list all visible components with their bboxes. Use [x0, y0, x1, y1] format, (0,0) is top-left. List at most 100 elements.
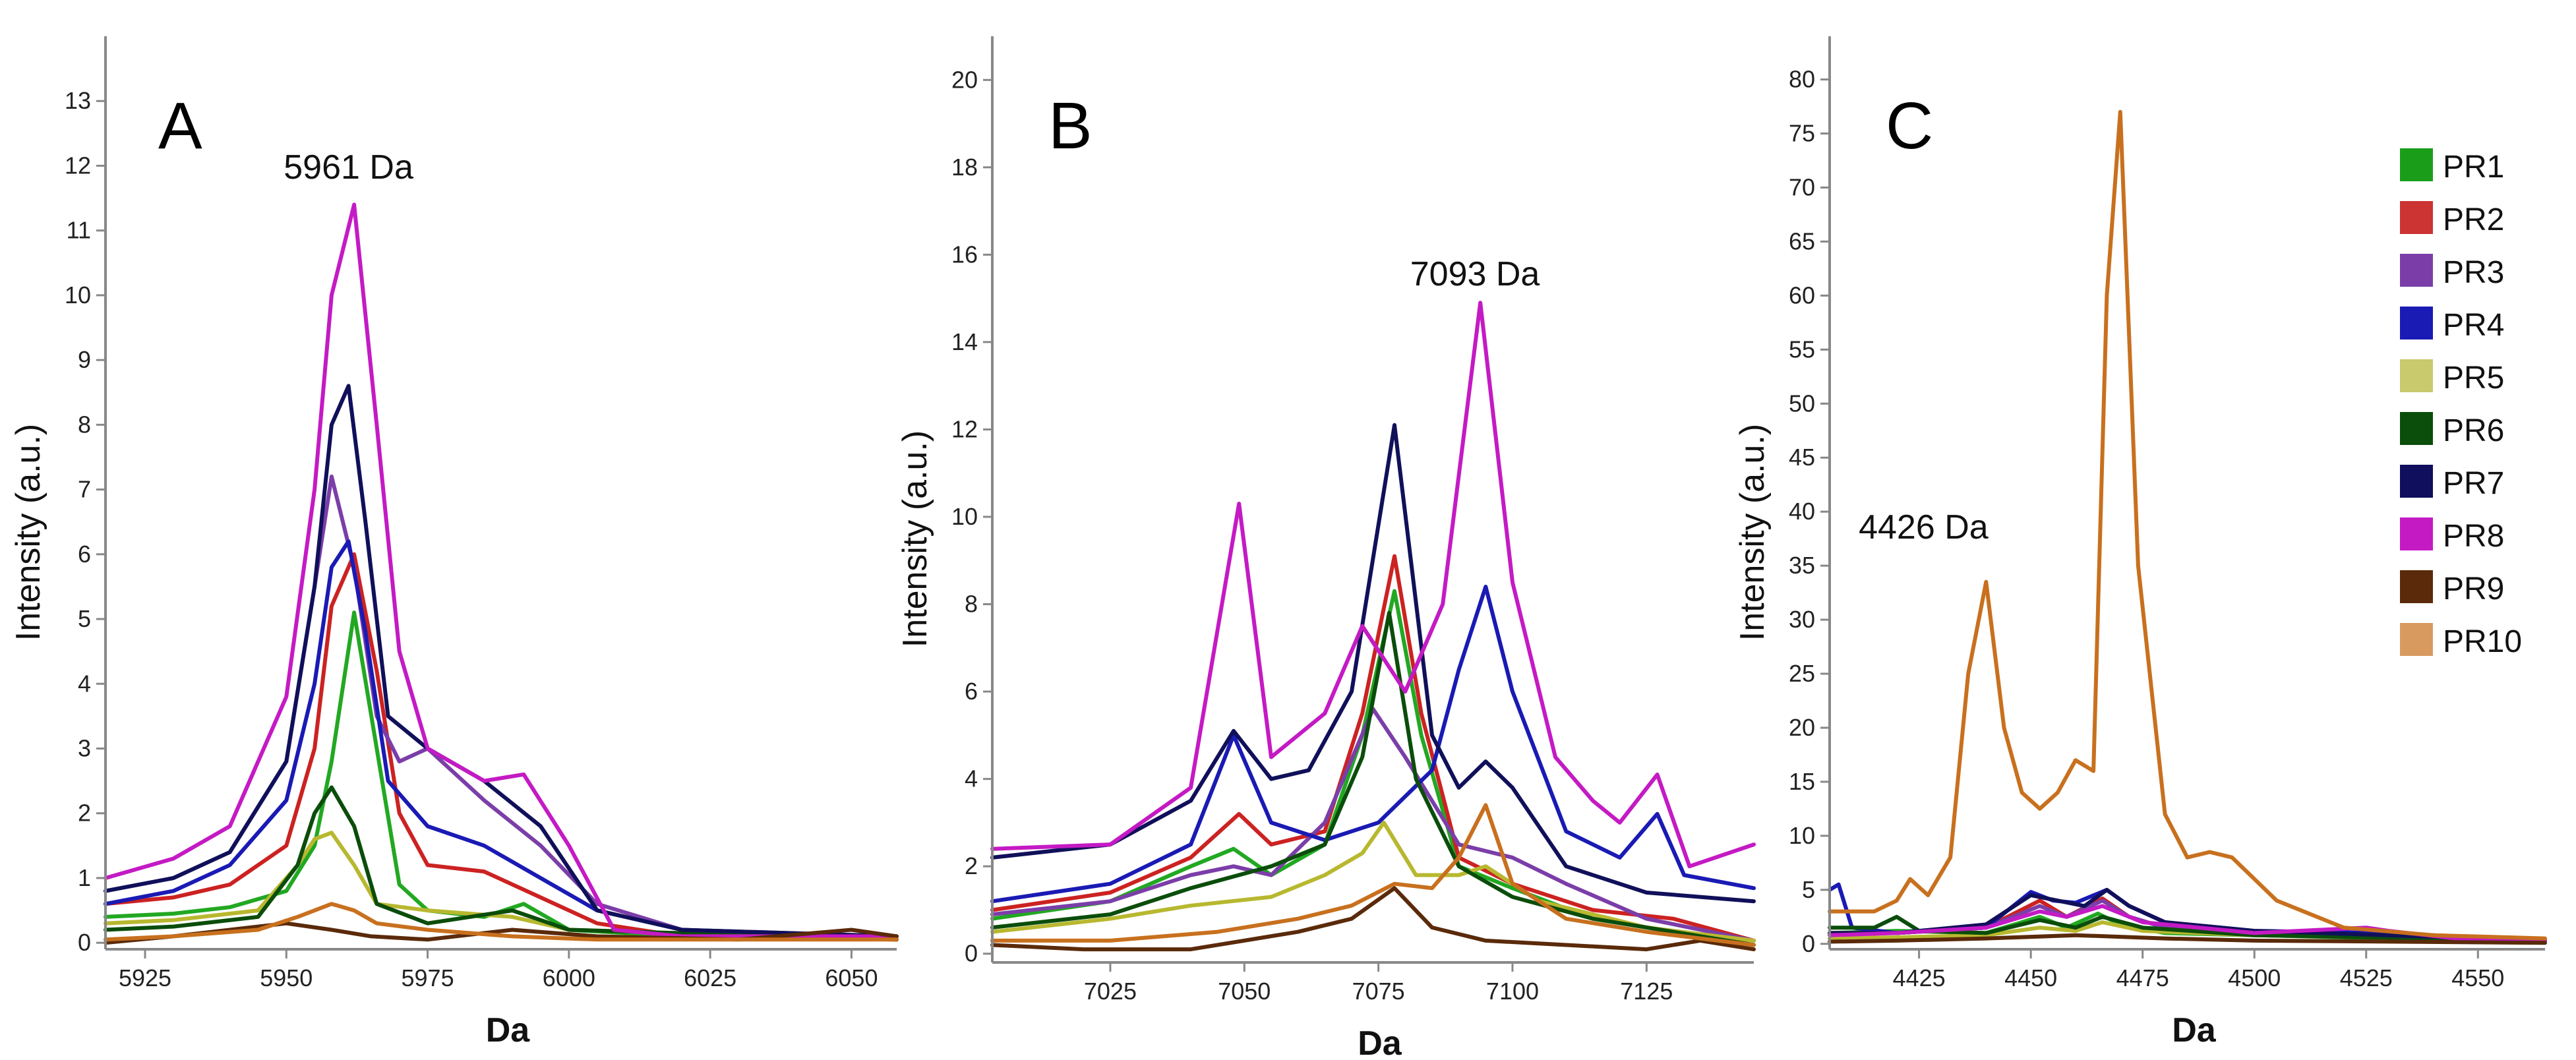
panel-b-y-tick-label: 12 [951, 415, 978, 442]
legend-swatch-pr1 [2400, 148, 2433, 181]
legend-label-pr1: PR1 [2443, 150, 2504, 185]
panel-a-y-tick-label: 9 [78, 346, 91, 373]
panel-b-series-pr2 [990, 554, 1756, 943]
panel-a-series-pr8 [104, 202, 899, 939]
legend-swatch-pr8 [2400, 517, 2433, 550]
panel-b-y-tick-label: 18 [951, 154, 978, 181]
panel-c-series-pr10 [1828, 109, 2547, 941]
panel-b-y-tick-label: 10 [951, 503, 978, 530]
panel-a-y-tick-label: 7 [78, 476, 91, 503]
panel-b-x-tick-label: 7025 [1084, 978, 1137, 1005]
panel-a-x-tick-label: 5975 [402, 964, 454, 991]
panel-a-y-axis-label: Intensity (a.u.) [9, 424, 47, 641]
legend-label-pr2: PR2 [2443, 202, 2504, 237]
legend-swatch-pr5 [2400, 359, 2433, 392]
panel-a-series-pr6 [104, 785, 899, 942]
panel-b-y-tick-label: 0 [965, 940, 978, 967]
panel-c-x-tick-label: 4525 [2340, 964, 2393, 991]
panel-c-x-axis-label: Da [2172, 1011, 2217, 1049]
panel-b-y-tick-label: 6 [965, 678, 978, 705]
legend-label-pr3: PR3 [2443, 255, 2504, 290]
panel-b-x-tick-label: 7125 [1620, 978, 1673, 1005]
legend: PR1 PR2 PR3 PR4 PR5 PR6 PR7 PR8 PR9 PR10 [2400, 148, 2522, 659]
panel-c-y-tick-label: 25 [1789, 660, 1815, 687]
panel-b-series-pr6 [990, 610, 1756, 947]
panel-a-series-pr1 [104, 610, 899, 942]
panel-a-x-tick-label: 6050 [825, 964, 878, 991]
panel-a-y-tick-label: 3 [78, 734, 91, 761]
panel-a-y-tick-label: 5 [78, 605, 91, 632]
legend-swatch-pr3 [2400, 254, 2433, 287]
panel-a-y-tick-label: 2 [78, 800, 91, 827]
panel-c-y-tick-label: 15 [1789, 768, 1815, 795]
panel-b-y-axis-label: Intensity (a.u.) [896, 430, 934, 647]
panel-a-peak-annotation: 5961 Da [284, 148, 413, 187]
panel-a-y-tick-label: 11 [67, 217, 91, 244]
panel-a-x-tick-label: 6000 [543, 964, 595, 991]
panel-a-y-tick-label: 13 [65, 87, 91, 114]
panel-a-series-pr7 [104, 384, 899, 939]
panel-c-series-pr9 [1828, 933, 2547, 945]
panel-c-x-tick-label: 4500 [2228, 964, 2281, 991]
panel-c-y-tick-label: 80 [1789, 66, 1815, 93]
panel-b-peak-annotation: 7093 Da [1410, 255, 1540, 293]
panel-b: B 0 2 4 6 8 10 12 14 16 18 20 7025 7050 7075 7100 7125 D… [896, 36, 1756, 1060]
panel-c-y-tick-label: 10 [1789, 822, 1815, 849]
legend-label-pr5: PR5 [2443, 361, 2504, 396]
panel-b-y-tick-label: 2 [965, 852, 978, 879]
panel-c-y-tick-label: 55 [1789, 336, 1815, 363]
panel-a-series-pr4 [104, 539, 899, 942]
legend-swatch-pr4 [2400, 307, 2433, 339]
panel-c-y-tick-label: 5 [1802, 876, 1815, 903]
panel-c-y-tick-label: 60 [1789, 281, 1815, 309]
panel-b-x-axis-label: Da [1358, 1024, 1402, 1060]
panel-c-y-tick-label: 65 [1789, 227, 1815, 254]
panel-c-x-tick-label: 4475 [2116, 964, 2169, 991]
panel-b-x-tick-label: 7100 [1486, 978, 1539, 1005]
panel-a-x-tick-label: 5950 [260, 964, 313, 991]
panel-c-y-tick-label: 70 [1789, 173, 1815, 200]
legend-label-pr4: PR4 [2443, 308, 2504, 343]
panel-b-y-tick-label: 20 [951, 66, 978, 93]
panel-b-series-pr9 [990, 886, 1756, 952]
legend-swatch-pr6 [2400, 412, 2433, 445]
panel-c-y-tick-label: 50 [1789, 390, 1815, 417]
panel-a-x-tick-label: 6025 [684, 964, 736, 991]
panel-a-x-tick-label: 5925 [119, 964, 171, 991]
panel-a-y-tick-label: 1 [78, 864, 91, 891]
legend-swatch-pr10 [2400, 623, 2433, 656]
panel-a-y-tick-label: 4 [78, 670, 91, 697]
panel-c-y-tick-label: 45 [1789, 444, 1815, 471]
panel-a-series-pr10 [104, 902, 899, 942]
panel-b-series-pr10 [990, 803, 1756, 947]
panel-b-series-pr7 [990, 423, 1756, 904]
legend-label-pr7: PR7 [2443, 466, 2504, 501]
panel-a-y-tick-label: 10 [65, 281, 91, 309]
panel-c-letter: C [1886, 89, 1933, 163]
panel-c-y-tick-label: 75 [1789, 120, 1815, 147]
panel-a-x-axis-label: Da [486, 1011, 531, 1049]
panel-c-x-tick-label: 4550 [2451, 964, 2504, 991]
panel-c-y-tick-label: 30 [1789, 606, 1815, 633]
legend-swatch-pr2 [2400, 201, 2433, 234]
legend-label-pr10: PR10 [2443, 624, 2522, 659]
panel-a-y-tick-label: 12 [65, 152, 91, 179]
panel-b-y-tick-label: 8 [965, 591, 978, 618]
legend-swatch-pr9 [2400, 570, 2433, 603]
legend-label-pr6: PR6 [2443, 413, 2504, 448]
panel-a-y-tick-label: 6 [78, 541, 91, 568]
legend-label-pr9: PR9 [2443, 572, 2504, 606]
panel-b-x-tick-label: 7075 [1352, 978, 1405, 1005]
panel-b-y-tick-label: 16 [951, 241, 978, 268]
panel-b-y-tick-label: 14 [951, 328, 978, 355]
panel-b-series-pr5 [990, 820, 1756, 943]
panel-b-y-tick-label: 4 [965, 765, 978, 792]
panel-c-x-tick-label: 4425 [1893, 964, 1946, 991]
legend-label-pr8: PR8 [2443, 519, 2504, 554]
panel-c-series-pr6 [1828, 914, 2547, 943]
panel-a-y-tick-label: 0 [78, 929, 91, 956]
legend-swatch-pr7 [2400, 465, 2433, 498]
